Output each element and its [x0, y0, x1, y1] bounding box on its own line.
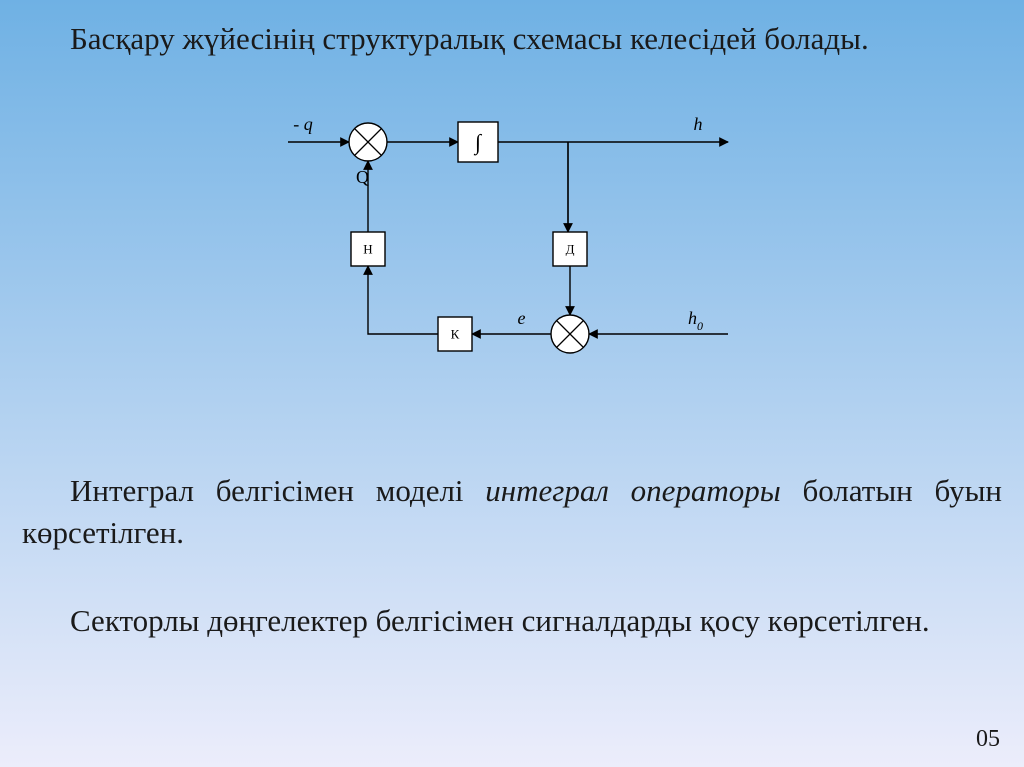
svg-text:Q: Q [356, 167, 369, 187]
svg-text:К: К [451, 327, 460, 342]
paragraph-3: Секторлы дөңгелектер белгісімен сигналда… [22, 600, 1002, 642]
block-diagram: - qQ∫hДh0eКН [248, 102, 768, 402]
svg-text:h: h [694, 114, 703, 134]
page-number: 05 [976, 726, 1000, 753]
svg-text:Н: Н [363, 242, 372, 257]
para2-part-a: Интеграл белгісімен моделі [70, 473, 485, 508]
intro-paragraph: Басқару жүйесінің структуралық схемасы к… [22, 18, 1002, 60]
svg-text:Д: Д [566, 242, 575, 257]
paragraph-2: Интеграл белгісімен моделі интеграл опер… [22, 470, 1002, 554]
svg-text:- q: - q [293, 114, 313, 134]
svg-text:e: e [518, 308, 526, 328]
slide: Басқару жүйесінің структуралық схемасы к… [0, 0, 1024, 767]
svg-text:h0: h0 [688, 308, 703, 333]
para2-italic: интеграл операторы [485, 473, 781, 508]
